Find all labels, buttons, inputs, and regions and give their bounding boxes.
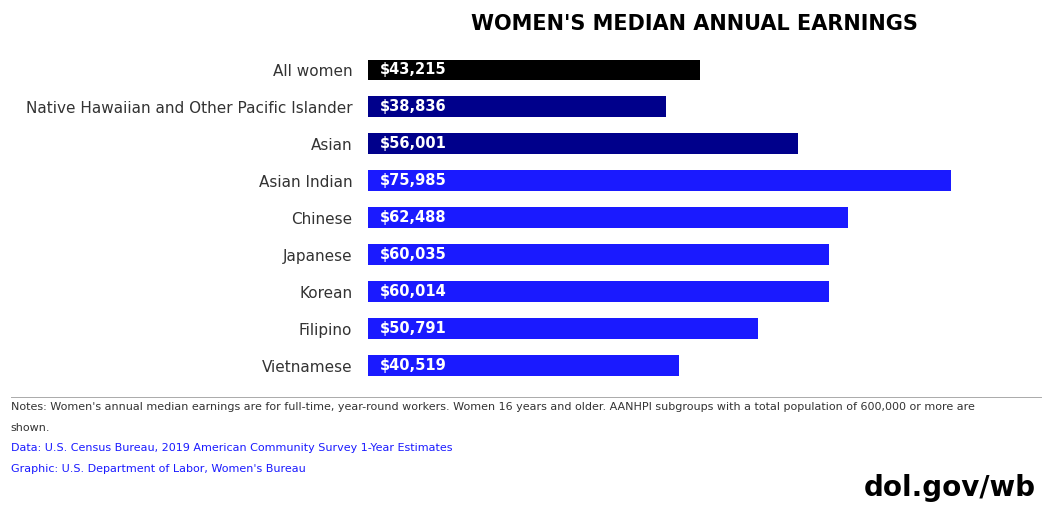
Text: $60,035: $60,035 (380, 247, 446, 262)
Text: $50,791: $50,791 (380, 321, 446, 336)
Bar (368, 207, 848, 228)
Text: $56,001: $56,001 (380, 136, 447, 151)
Title: WOMEN'S MEDIAN ANNUAL EARNINGS: WOMEN'S MEDIAN ANNUAL EARNINGS (471, 14, 917, 34)
Text: dol.gov/wb: dol.gov/wb (865, 474, 1036, 502)
Text: $38,836: $38,836 (380, 99, 446, 114)
Bar (368, 282, 829, 302)
Bar (368, 59, 700, 80)
Bar (368, 318, 757, 339)
Bar (368, 244, 829, 265)
Text: shown.: shown. (11, 422, 50, 433)
Text: $75,985: $75,985 (380, 173, 446, 188)
Text: $43,215: $43,215 (380, 62, 446, 77)
Text: Data: U.S. Census Bureau, 2019 American Community Survey 1-Year Estimates: Data: U.S. Census Bureau, 2019 American … (11, 443, 452, 453)
Bar (368, 96, 666, 117)
Bar (368, 355, 680, 376)
Text: $62,488: $62,488 (380, 210, 446, 225)
Bar (368, 134, 797, 154)
Bar (368, 170, 951, 191)
Text: $40,519: $40,519 (380, 358, 446, 373)
Text: $60,014: $60,014 (380, 284, 446, 299)
Text: Graphic: U.S. Department of Labor, Women's Bureau: Graphic: U.S. Department of Labor, Women… (11, 463, 305, 474)
Text: Notes: Women's annual median earnings are for full-time, year-round workers. Wom: Notes: Women's annual median earnings ar… (11, 402, 974, 412)
